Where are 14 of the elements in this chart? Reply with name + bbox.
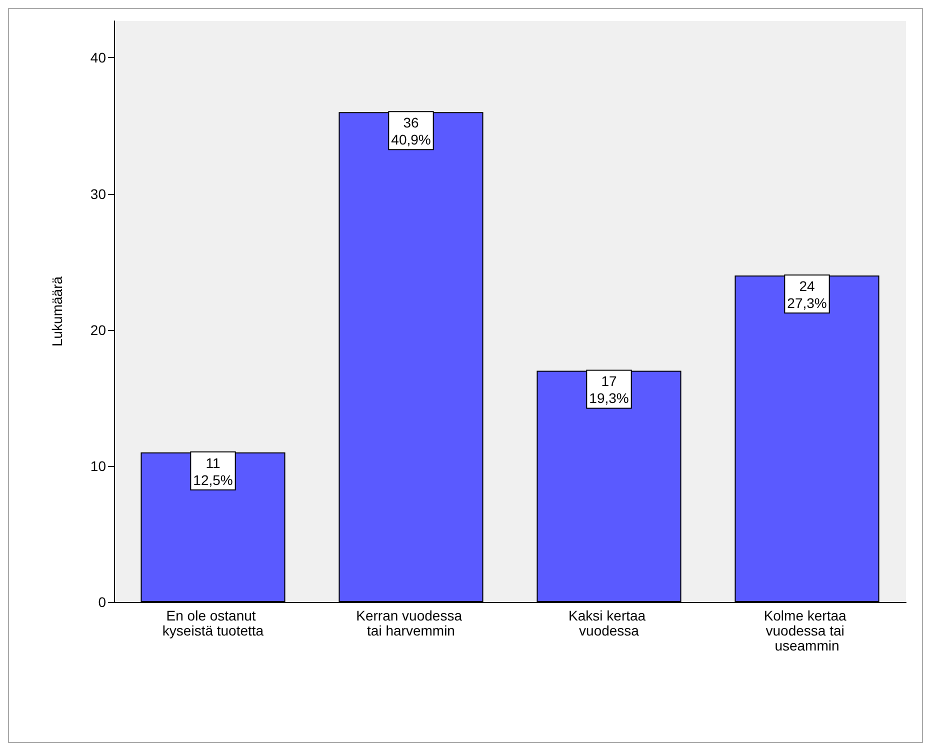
x-tick-label: Kolme kertaa vuodessa tai useammin	[764, 608, 850, 654]
y-axis-title: Lukumäärä	[49, 276, 65, 347]
data-label: 11 12,5%	[193, 454, 233, 488]
y-tick-label: 20	[90, 322, 106, 338]
y-tick-label: 40	[90, 50, 106, 66]
data-label: 24 27,3%	[787, 278, 827, 311]
x-tick-label: Kerran vuodessa tai harvemmin	[356, 608, 466, 638]
data-label: 36 40,9%	[391, 114, 431, 148]
data-label: 17 19,3%	[589, 373, 629, 406]
y-tick-label: 30	[90, 186, 106, 202]
x-tick-label: Kaksi kertaa vuodessa	[568, 608, 650, 638]
x-tick-label: En ole ostanut kyseistä tuotetta	[162, 608, 264, 638]
y-tick-label: 10	[90, 458, 106, 474]
y-tick-label: 0	[98, 594, 106, 610]
